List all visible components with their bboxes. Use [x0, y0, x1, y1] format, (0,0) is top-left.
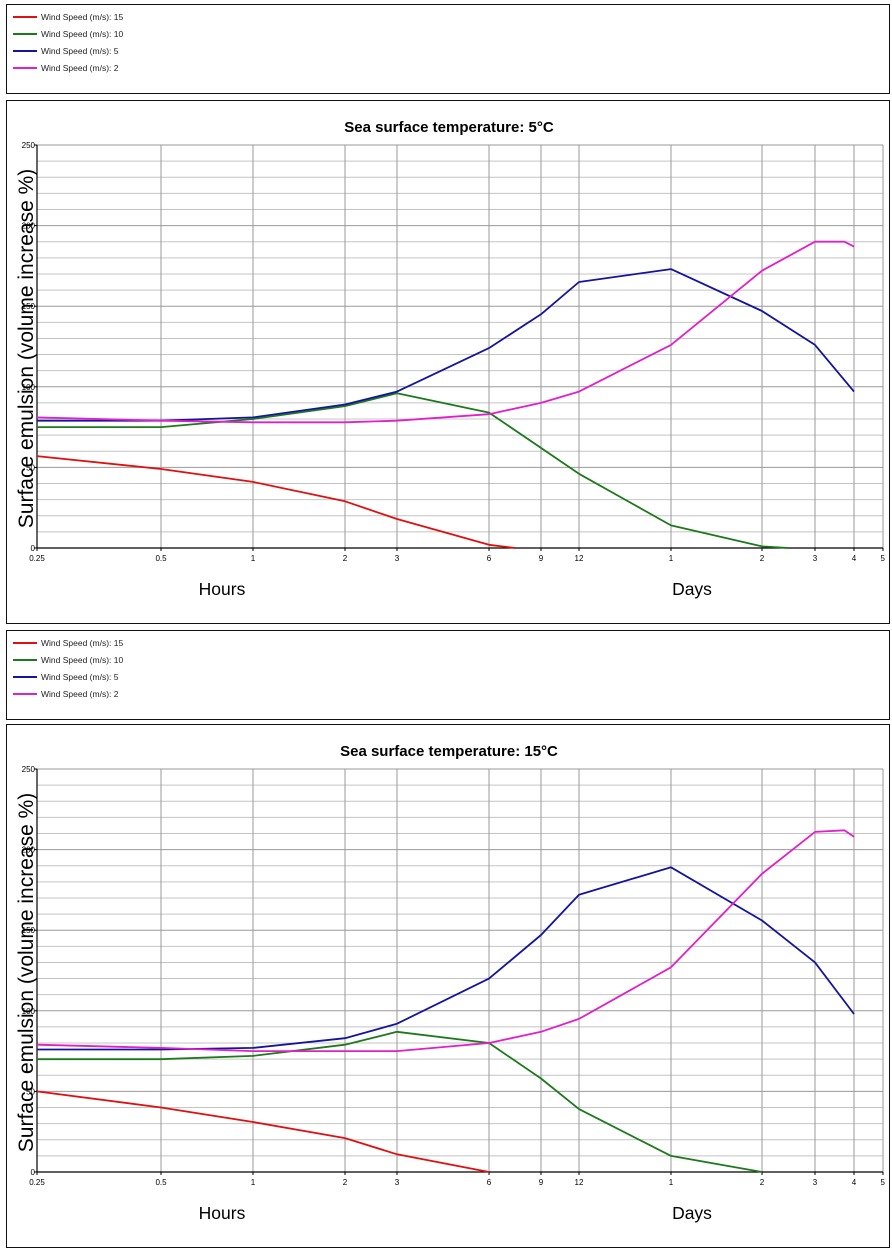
y-tick-label: 200	[22, 846, 36, 855]
y-axis-title: Surface emulsion (volume increase %)	[15, 793, 38, 1152]
x-tick-label: 0.25	[29, 1178, 45, 1187]
legend-label: Wind Speed (m/s): 15	[41, 12, 124, 22]
x-tick-label: 5	[881, 1178, 886, 1187]
legend-swatch	[13, 50, 37, 52]
x-tick-label: 3	[813, 554, 818, 563]
x-tick-label: 2	[343, 554, 348, 563]
x-tick-label: 12	[575, 554, 584, 563]
x-tick-label: 2	[760, 554, 765, 563]
x-tick-label: 9	[539, 1178, 544, 1187]
legend-item: Wind Speed (m/s): 2	[13, 60, 118, 76]
x-tick-label: 0.5	[155, 1178, 167, 1187]
legend-item: Wind Speed (m/s): 10	[13, 26, 123, 42]
x-tick-label: 2	[760, 1178, 765, 1187]
y-tick-label: 0	[31, 1168, 36, 1177]
legend-item: Wind Speed (m/s): 5	[13, 669, 118, 685]
legend-label: Wind Speed (m/s): 15	[41, 638, 124, 648]
legend-label: Wind Speed (m/s): 2	[41, 689, 119, 699]
y-tick-label: 50	[26, 463, 35, 472]
chart-panel-5c: 0 50 100 150 200 250 0.25 0.5 1 2 3 6 9 12 1 2 3 4 5 Sea su…	[6, 100, 890, 624]
x-tick-label: 4	[852, 1178, 857, 1187]
x-group-label: Days	[672, 579, 712, 599]
legend-swatch	[13, 642, 37, 644]
chart-title: Sea surface temperature: 15°C	[340, 743, 558, 760]
y-tick-label: 150	[22, 926, 36, 935]
y-tick-label: 150	[22, 302, 36, 311]
legend-swatch	[13, 33, 37, 35]
x-group-label: Days	[672, 1203, 712, 1223]
legend-swatch	[13, 16, 37, 18]
legend-label: Wind Speed (m/s): 5	[41, 46, 119, 56]
legend-label: Wind Speed (m/s): 10	[41, 655, 124, 665]
x-tick-label: 3	[813, 1178, 818, 1187]
legend-item: Wind Speed (m/s): 15	[13, 9, 123, 25]
legend-swatch	[13, 676, 37, 678]
x-tick-label: 1	[251, 554, 256, 563]
x-tick-label: 0.25	[29, 554, 45, 563]
x-tick-label: 2	[343, 1178, 348, 1187]
x-tick-label: 6	[487, 1178, 492, 1187]
series-line	[36, 829, 855, 1053]
legend-label: Wind Speed (m/s): 2	[41, 63, 119, 73]
x-tick-label: 1	[669, 554, 674, 563]
legend-panel: Wind Speed (m/s): 15 Wind Speed (m/s): 1…	[6, 4, 890, 94]
x-tick-label: 0.5	[155, 554, 167, 563]
x-tick-label: 1	[251, 1178, 256, 1187]
series-line	[36, 455, 516, 549]
y-tick-label: 50	[26, 1087, 35, 1096]
x-tick-label: 12	[575, 1178, 584, 1187]
x-tick-label: 3	[395, 554, 400, 563]
y-tick-label: 100	[22, 1007, 36, 1016]
x-group-label: Hours	[199, 579, 246, 599]
series-line	[37, 268, 855, 422]
legend-swatch	[13, 659, 37, 661]
series-line	[37, 866, 855, 1051]
legend-panel: Wind Speed (m/s): 15 Wind Speed (m/s): 1…	[6, 630, 890, 720]
series-line	[36, 240, 855, 424]
legend-label: Wind Speed (m/s): 10	[41, 29, 124, 39]
series-line	[36, 1090, 490, 1173]
legend-swatch	[13, 693, 37, 695]
x-tick-label: 9	[539, 554, 544, 563]
legend-item: Wind Speed (m/s): 15	[13, 635, 123, 651]
chart-panel-15c: 0 50 100 150 200 250 0.25 0.5 1 2 3 6 9 12 1 2 3 4 5 Sea su…	[6, 724, 890, 1248]
x-tick-label: 6	[487, 554, 492, 563]
y-tick-label: 100	[22, 383, 36, 392]
x-tick-label: 3	[395, 1178, 400, 1187]
x-tick-label: 5	[881, 554, 886, 563]
y-tick-label: 250	[22, 141, 36, 150]
legend-swatch	[13, 67, 37, 69]
x-tick-label: 1	[669, 1178, 674, 1187]
y-tick-label: 250	[22, 765, 36, 774]
legend-item: Wind Speed (m/s): 5	[13, 43, 118, 59]
legend-item: Wind Speed (m/s): 10	[13, 652, 123, 668]
legend-item: Wind Speed (m/s): 2	[13, 686, 118, 702]
y-tick-label: 200	[22, 222, 36, 231]
x-tick-label: 4	[852, 554, 857, 563]
y-tick-label: 0	[31, 544, 36, 553]
series-line	[37, 1030, 763, 1173]
series-line	[37, 392, 789, 549]
x-group-label: Hours	[199, 1203, 246, 1223]
legend-label: Wind Speed (m/s): 5	[41, 672, 119, 682]
y-axis-title: Surface emulsion (volume increase %)	[15, 169, 38, 528]
chart-title: Sea surface temperature: 5°C	[344, 119, 554, 136]
